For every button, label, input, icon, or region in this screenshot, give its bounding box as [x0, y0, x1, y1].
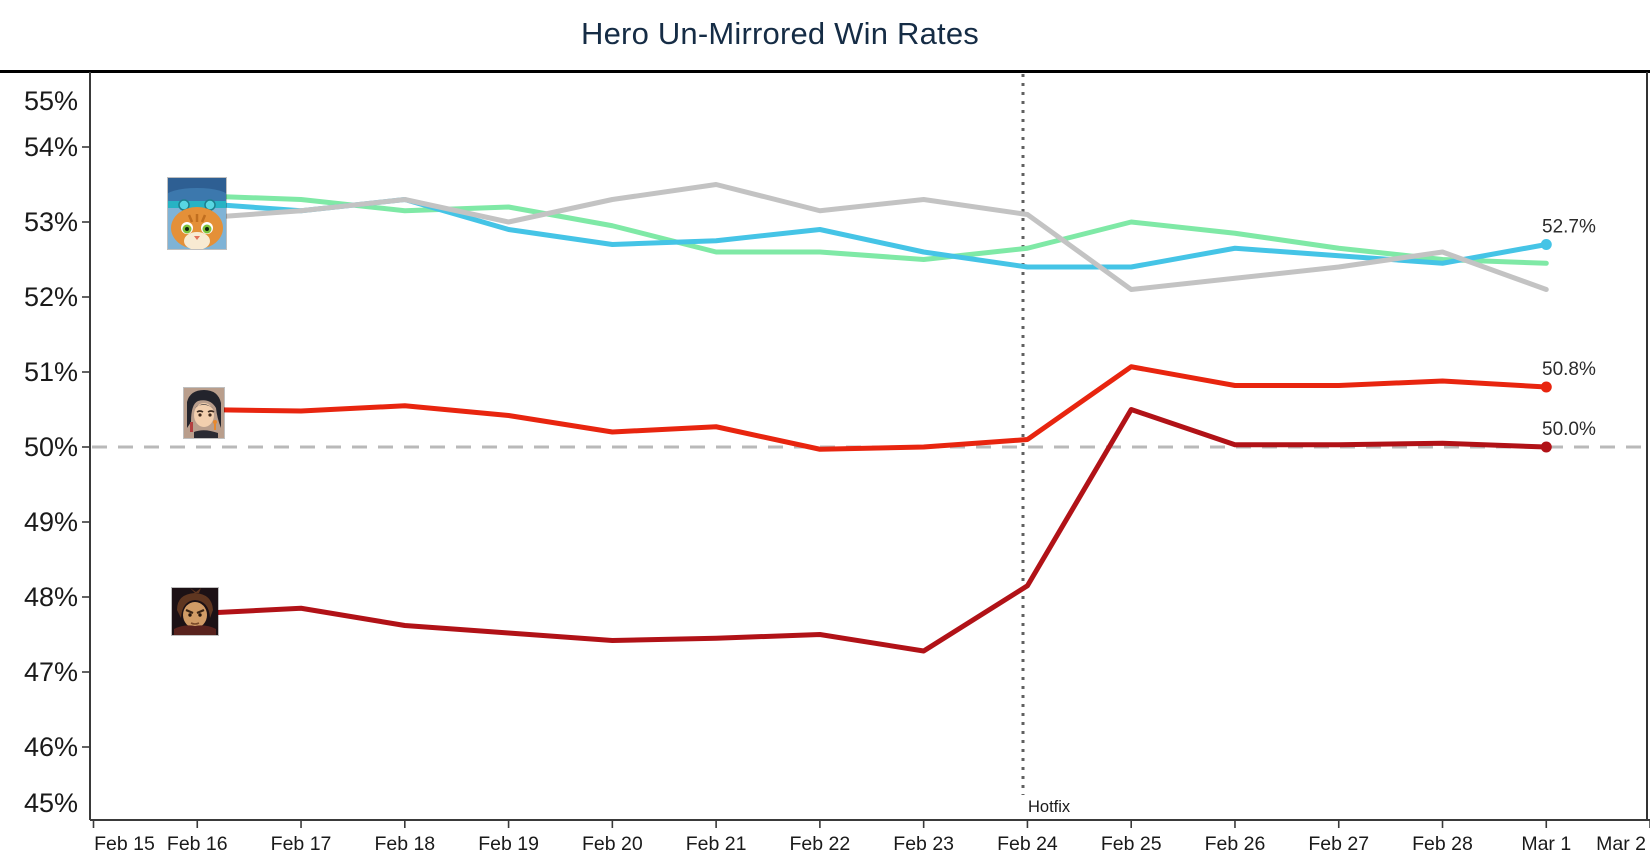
x-axis-label: Feb 18	[374, 833, 435, 855]
y-axis-label: 52%	[24, 282, 78, 312]
end-value-label-cyan-hero: 52.7%	[1542, 217, 1596, 238]
x-axis-label: Feb 23	[893, 833, 954, 855]
x-axis-label: Feb 28	[1412, 833, 1473, 855]
y-axis-label: 51%	[24, 357, 78, 387]
x-axis-label: Feb 26	[1205, 833, 1266, 855]
x-axis-label: Mar 1	[1521, 833, 1571, 855]
y-axis-label: 48%	[24, 582, 78, 612]
series-end-dot-cyan-hero	[1540, 239, 1552, 250]
series-line-green-hero	[194, 193, 1549, 266]
chart-title: Hero Un-Mirrored Win Rates	[581, 16, 979, 51]
series-line-red-hero	[194, 364, 1549, 452]
hotfix-label: Hotfix	[1028, 798, 1071, 816]
series-end-dot-dark-red-hero	[1540, 441, 1552, 453]
x-axis-label: Feb 20	[582, 833, 643, 855]
dark-haired-hero-icon	[184, 388, 224, 438]
x-axis-label: Feb 25	[1101, 833, 1162, 855]
y-axis-label: 50%	[24, 432, 78, 462]
series-line-dark-red-hero	[194, 407, 1549, 654]
x-axis-label: Feb 21	[686, 833, 747, 855]
y-axis-label: 45%	[24, 788, 78, 818]
x-axis-label: Feb 19	[478, 833, 539, 855]
x-axis-label: Feb 16	[167, 833, 228, 855]
series-end-dot-red-hero	[1540, 381, 1552, 393]
x-axis-label: Mar 2	[1596, 833, 1646, 855]
y-axis-label: 49%	[24, 507, 78, 537]
series-line-gray-hero	[194, 182, 1549, 292]
y-axis-label: 47%	[24, 657, 78, 687]
y-axis-label: 46%	[24, 732, 78, 762]
y-axis-label: 54%	[24, 132, 78, 162]
x-axis-label: Feb 15	[94, 833, 155, 855]
end-value-label-dark-red-hero: 50.0%	[1542, 419, 1596, 440]
cat-pilot-hero-icon	[168, 178, 226, 249]
x-axis-label: Feb 27	[1308, 833, 1369, 855]
brown-haired-warrior-hero-icon	[172, 588, 218, 635]
end-value-label-red-hero: 50.8%	[1542, 359, 1596, 380]
x-axis-label: Feb 17	[271, 833, 332, 855]
x-axis-label: Feb 24	[997, 833, 1058, 855]
y-axis-label: 55%	[24, 86, 78, 116]
y-axis-label: 53%	[24, 207, 78, 237]
x-axis-label: Feb 22	[790, 833, 851, 855]
